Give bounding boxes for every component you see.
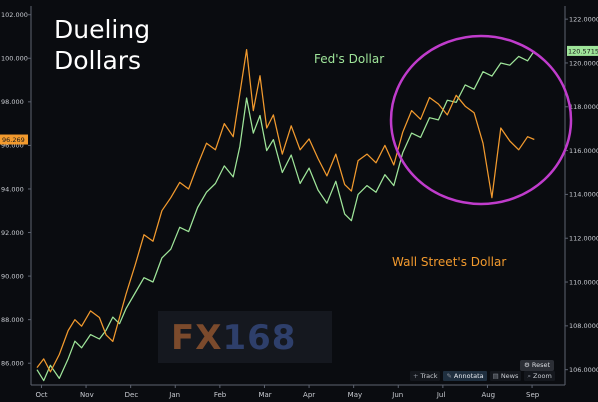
fed-dollar-annotation: Fed's Dollar [314,52,385,66]
plus-icon: + [413,372,419,380]
right-last-value-label: 120.5715 [568,47,598,55]
month-label: Mar [258,391,271,399]
right-tick-label: 122.0000 [569,15,598,23]
left-tick-label: 98.000 [1,98,24,106]
highlight-circle [389,34,573,206]
chart-toolbar: + Track ✎ Annotata ▤ News ⌕ Zoom [410,371,555,381]
overlay-layer: 96.269 120.5715 [0,34,598,206]
left-last-value-tag [0,134,28,145]
right-tick-label: 110.0000 [569,278,598,286]
zoom-label: Zoom [533,372,552,380]
month-label: Jan [168,391,180,399]
left-tick-label: 92.000 [1,229,24,237]
annotate-button[interactable]: ✎ Annotata [443,371,487,381]
left-tick-label: 100.000 [1,55,28,63]
watermark-letters: FX [171,318,223,358]
left-tick-label: 88.000 [1,316,24,324]
zoom-button[interactable]: ⌕ Zoom [524,371,555,381]
month-label: Feb [214,391,227,399]
track-label: Track [420,372,438,380]
newspaper-icon: ▤ [492,372,499,380]
chart-title: Dueling Dollars [54,15,151,75]
month-label: Oct [35,391,47,399]
pencil-icon: ✎ [446,372,452,380]
right-tick-label: 118.0000 [569,103,598,111]
series-layer [36,48,535,382]
watermark-box [158,311,332,363]
gear-icon: ⚙ [524,361,532,369]
month-label: Dec [125,391,139,399]
right-tick-label: 120.0000 [569,59,598,67]
watermark-digits: 168 [222,318,297,358]
left-tick-label: 94.000 [1,185,24,193]
news-button[interactable]: ▤ News [489,371,522,381]
month-label: Aug [481,391,495,399]
watermark-logo: FX168 [171,318,296,358]
right-tick-label: 112.0000 [569,235,598,243]
left-tick-label: 90.000 [1,272,24,280]
wall-street-dollar-line [36,48,535,373]
month-label: Apr [303,391,315,399]
reset-label: Reset [531,361,551,369]
month-label: Nov [80,391,94,399]
news-label: News [500,372,519,380]
left-tick-label: 86.000 [1,360,24,368]
axes: 86.000 88.000 90.000 92.000 94.000 96.000 98.0… [1,6,598,399]
month-label: Jul [436,391,446,399]
annotate-label: Annotata [453,372,484,380]
right-last-value-tag [567,45,598,56]
magnifier-icon: ⌕ [527,372,532,380]
right-tick-label: 108.0000 [569,322,598,330]
month-label: Sep [526,391,540,399]
left-tick-label: 102.000 [1,11,28,19]
fed-dollar-line [36,50,535,382]
month-label: May [348,391,362,399]
right-tick-label: 114.0000 [569,191,598,199]
wall-street-dollar-annotation: Wall Street's Dollar [392,255,507,269]
right-tick-label: 106.0000 [569,366,598,374]
month-label: Jun [391,391,403,399]
left-tick-label: 96.000 [1,142,24,150]
reset-button[interactable]: ⚙ Reset [520,360,555,371]
track-button[interactable]: + Track [410,371,441,381]
right-tick-label: 116.0000 [569,147,598,155]
left-last-value-label: 96.269 [2,136,25,144]
